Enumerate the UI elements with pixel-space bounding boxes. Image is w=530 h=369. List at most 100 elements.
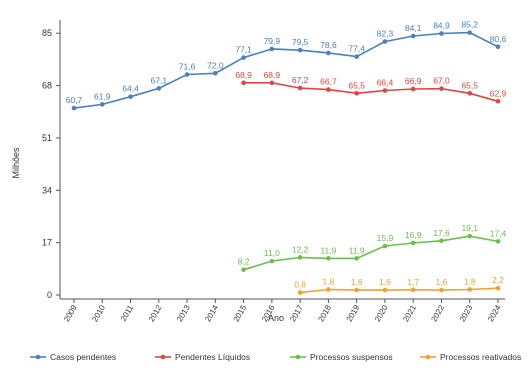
- data-point: [241, 267, 246, 273]
- data-point: [128, 94, 133, 99]
- legend: Casos pendentes Pendentes Líquidos Process…: [30, 352, 521, 362]
- x-tick-label: 2011: [119, 303, 136, 323]
- data-point: [382, 88, 388, 93]
- x-tick-label: 2021: [401, 303, 418, 323]
- data-label: 66,7: [320, 77, 337, 87]
- data-point: [156, 86, 162, 91]
- data-label: 67,1: [151, 75, 168, 85]
- x-tick-label: 2012: [147, 303, 164, 323]
- data-label: 12,2: [292, 244, 309, 254]
- data-label: 8,2: [238, 257, 250, 267]
- data-label: 11,9: [349, 245, 365, 255]
- x-tick-label: 2013: [175, 303, 192, 323]
- x-tick-label: 2010: [90, 303, 107, 323]
- y-tick-label: 0: [47, 290, 52, 300]
- data-point: [326, 287, 331, 292]
- data-point: [354, 287, 359, 293]
- x-tick-label: 2017: [288, 303, 305, 323]
- data-label: 1,7: [407, 277, 419, 287]
- data-point: [495, 44, 501, 50]
- data-point: [382, 243, 388, 249]
- legend-swatch-marker: [35, 354, 41, 360]
- data-label: 0,8: [294, 280, 306, 290]
- data-label: 11,9: [320, 245, 336, 255]
- legend-label: Pendentes Líquidos: [175, 352, 250, 362]
- data-label: 61,9: [94, 91, 111, 101]
- data-point: [71, 105, 77, 111]
- data-point: [410, 86, 416, 92]
- data-point: [326, 50, 331, 56]
- data-point: [439, 86, 444, 91]
- data-point: [297, 85, 303, 91]
- series-group: 68,9 68,9 67,2 66,7 65,5 66,4 66,9 67,0 65,5 62,9: [235, 70, 507, 104]
- series-group: 8,2 11,0 12,2 11,9 11,9 15,9 16,9 17,6 19,1 17,4: [238, 223, 507, 273]
- data-point: [495, 239, 501, 244]
- legend-item: Processos reativados: [420, 352, 521, 362]
- data-point: [269, 80, 275, 86]
- y-tick-label: 34: [42, 185, 52, 195]
- x-tick-label: 2015: [232, 303, 249, 323]
- legend-swatch-marker: [160, 354, 166, 360]
- data-point: [467, 30, 473, 35]
- data-label: 11,0: [264, 248, 280, 258]
- y-tick-label: 68: [42, 81, 52, 91]
- data-point: [184, 72, 190, 77]
- data-point: [297, 255, 303, 260]
- data-label: 85,2: [461, 20, 478, 30]
- data-point: [269, 46, 275, 52]
- data-label: 72,0: [207, 60, 224, 70]
- series-lines: 60,7 61,9 64,4 67,1 71,6 72,0 77,1 79,9 79,5 78,6…: [66, 20, 507, 295]
- data-label: 66,9: [405, 76, 422, 86]
- data-label: 84,1: [405, 23, 422, 33]
- series-line: [73, 31, 499, 109]
- legend-swatch-marker: [425, 354, 431, 360]
- data-point: [410, 33, 416, 39]
- data-point: [241, 55, 246, 60]
- data-point: [467, 287, 473, 292]
- data-label: 71,6: [179, 62, 196, 72]
- data-point: [213, 70, 218, 76]
- data-label: 1,6: [436, 277, 448, 287]
- data-label: 60,7: [66, 95, 83, 105]
- x-axis-title: Ano: [268, 313, 284, 323]
- x-tick-label: 2024: [486, 303, 503, 323]
- legend-label: Casos pendentes: [50, 352, 116, 362]
- y-tick-label: 85: [42, 28, 52, 38]
- data-label: 1,8: [322, 276, 334, 286]
- data-label: 15,9: [377, 233, 394, 243]
- data-point: [354, 54, 359, 59]
- data-label: 77,1: [235, 45, 252, 55]
- data-point: [467, 233, 473, 239]
- x-tick-label: 2022: [430, 303, 447, 323]
- data-label: 78,6: [320, 40, 337, 50]
- data-point: [241, 80, 246, 86]
- data-point: [382, 39, 388, 44]
- x-tick-label: 2019: [345, 303, 362, 323]
- data-point: [326, 256, 331, 261]
- legend-label: Processos suspensos: [310, 352, 393, 362]
- data-label: 79,9: [264, 36, 281, 46]
- series-group: 60,7 61,9 64,4 67,1 71,6 72,0 77,1 79,9 79,5 78,6…: [66, 20, 507, 111]
- data-label: 62,9: [490, 88, 507, 98]
- data-point: [297, 47, 303, 53]
- data-label: 2,2: [492, 275, 504, 285]
- data-label: 19,1: [461, 223, 478, 233]
- data-label: 84,9: [433, 21, 450, 31]
- legend-label: Processos reativados: [440, 352, 521, 362]
- data-label: 65,5: [461, 80, 478, 90]
- y-tick-label: 51: [42, 133, 52, 143]
- x-tick-label: 2014: [203, 303, 220, 323]
- series-line: [243, 235, 499, 271]
- data-point: [467, 90, 473, 96]
- x-tick-label: 2020: [373, 303, 390, 323]
- y-tick-label: 17: [42, 238, 52, 248]
- series-line: [243, 82, 499, 103]
- data-label: 80,6: [490, 34, 507, 44]
- data-label: 67,2: [292, 75, 309, 85]
- legend-item: Pendentes Líquidos: [155, 352, 250, 362]
- data-point: [439, 287, 444, 293]
- x-tick-label: 2018: [316, 303, 333, 323]
- data-label: 66,4: [377, 78, 394, 88]
